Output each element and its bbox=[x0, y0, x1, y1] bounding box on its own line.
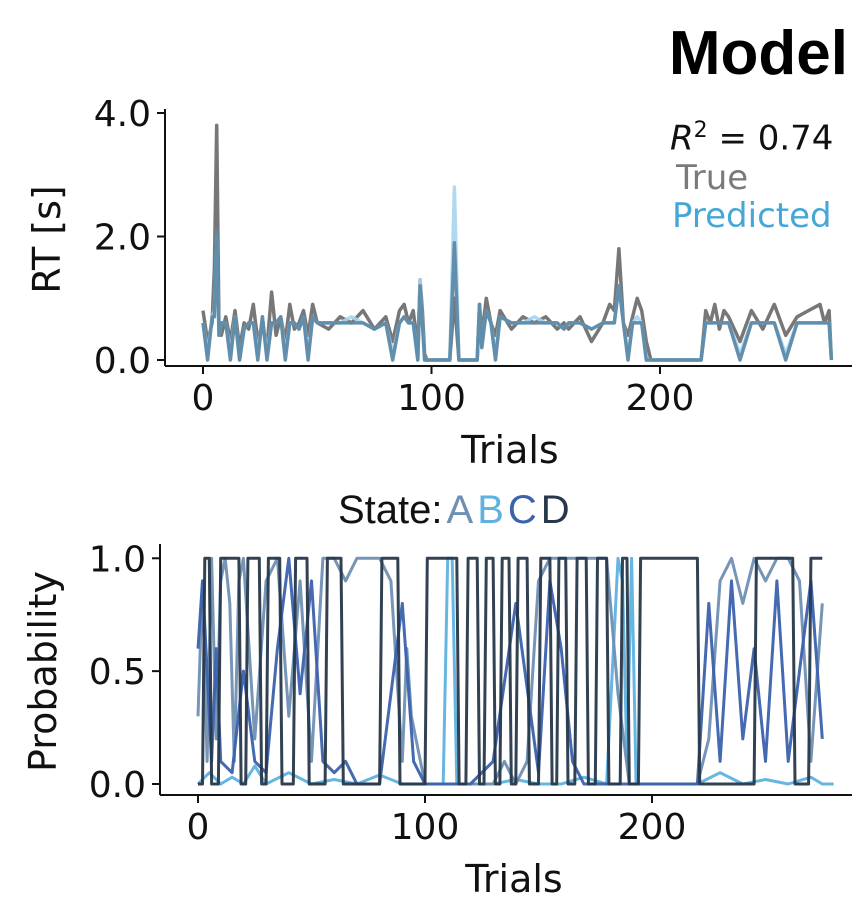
state-legend-a: A bbox=[446, 488, 474, 532]
probability-panel: 0.0 0.5 1.0 0 100 200 Trials Probability bbox=[21, 539, 852, 901]
state-legend-c: C bbox=[507, 488, 537, 532]
r2-exponent: 2 bbox=[693, 118, 708, 143]
x-tick-label: 100 bbox=[391, 807, 460, 848]
legend-true: True bbox=[676, 158, 749, 198]
y-tick-label: 2.0 bbox=[94, 218, 151, 259]
r2-annotation: R2 = 0.74 bbox=[670, 118, 833, 158]
x-tick-label: 200 bbox=[618, 807, 687, 848]
y-axis-label: RT [s] bbox=[25, 185, 69, 293]
r2-symbol: R bbox=[670, 118, 694, 159]
series-line-overlap bbox=[201, 228, 834, 362]
series-line-d bbox=[198, 556, 823, 786]
x-tick-label: 0 bbox=[192, 378, 215, 419]
x-tick-label: 200 bbox=[626, 378, 695, 419]
state-legend-prefix: State: bbox=[338, 488, 443, 532]
series-line-c bbox=[196, 556, 824, 786]
x-tick-label: 0 bbox=[187, 807, 210, 848]
x-axis-label: Trials bbox=[460, 428, 558, 472]
state-legend-d: D bbox=[540, 488, 570, 532]
y-tick-label: 0.5 bbox=[89, 652, 146, 693]
x-tick-label: 100 bbox=[397, 378, 466, 419]
legend-predicted: Predicted bbox=[672, 196, 832, 236]
y-tick-label: 0.0 bbox=[89, 765, 146, 806]
r2-value: = 0.74 bbox=[718, 118, 834, 159]
figure-title: Model bbox=[668, 19, 848, 88]
y-tick-label: 0.0 bbox=[94, 341, 151, 382]
x-axis-label: Trials bbox=[464, 857, 562, 901]
state-legend-b: B bbox=[477, 488, 504, 532]
y-tick-label: 4.0 bbox=[94, 94, 151, 135]
state-legend: State: A B C D bbox=[338, 488, 570, 533]
rt-panel: 0.0 2.0 4.0 0 100 200 Trials RT [s] bbox=[25, 94, 852, 472]
y-axis-label: Probability bbox=[21, 571, 65, 772]
y-tick-label: 1.0 bbox=[89, 539, 146, 580]
